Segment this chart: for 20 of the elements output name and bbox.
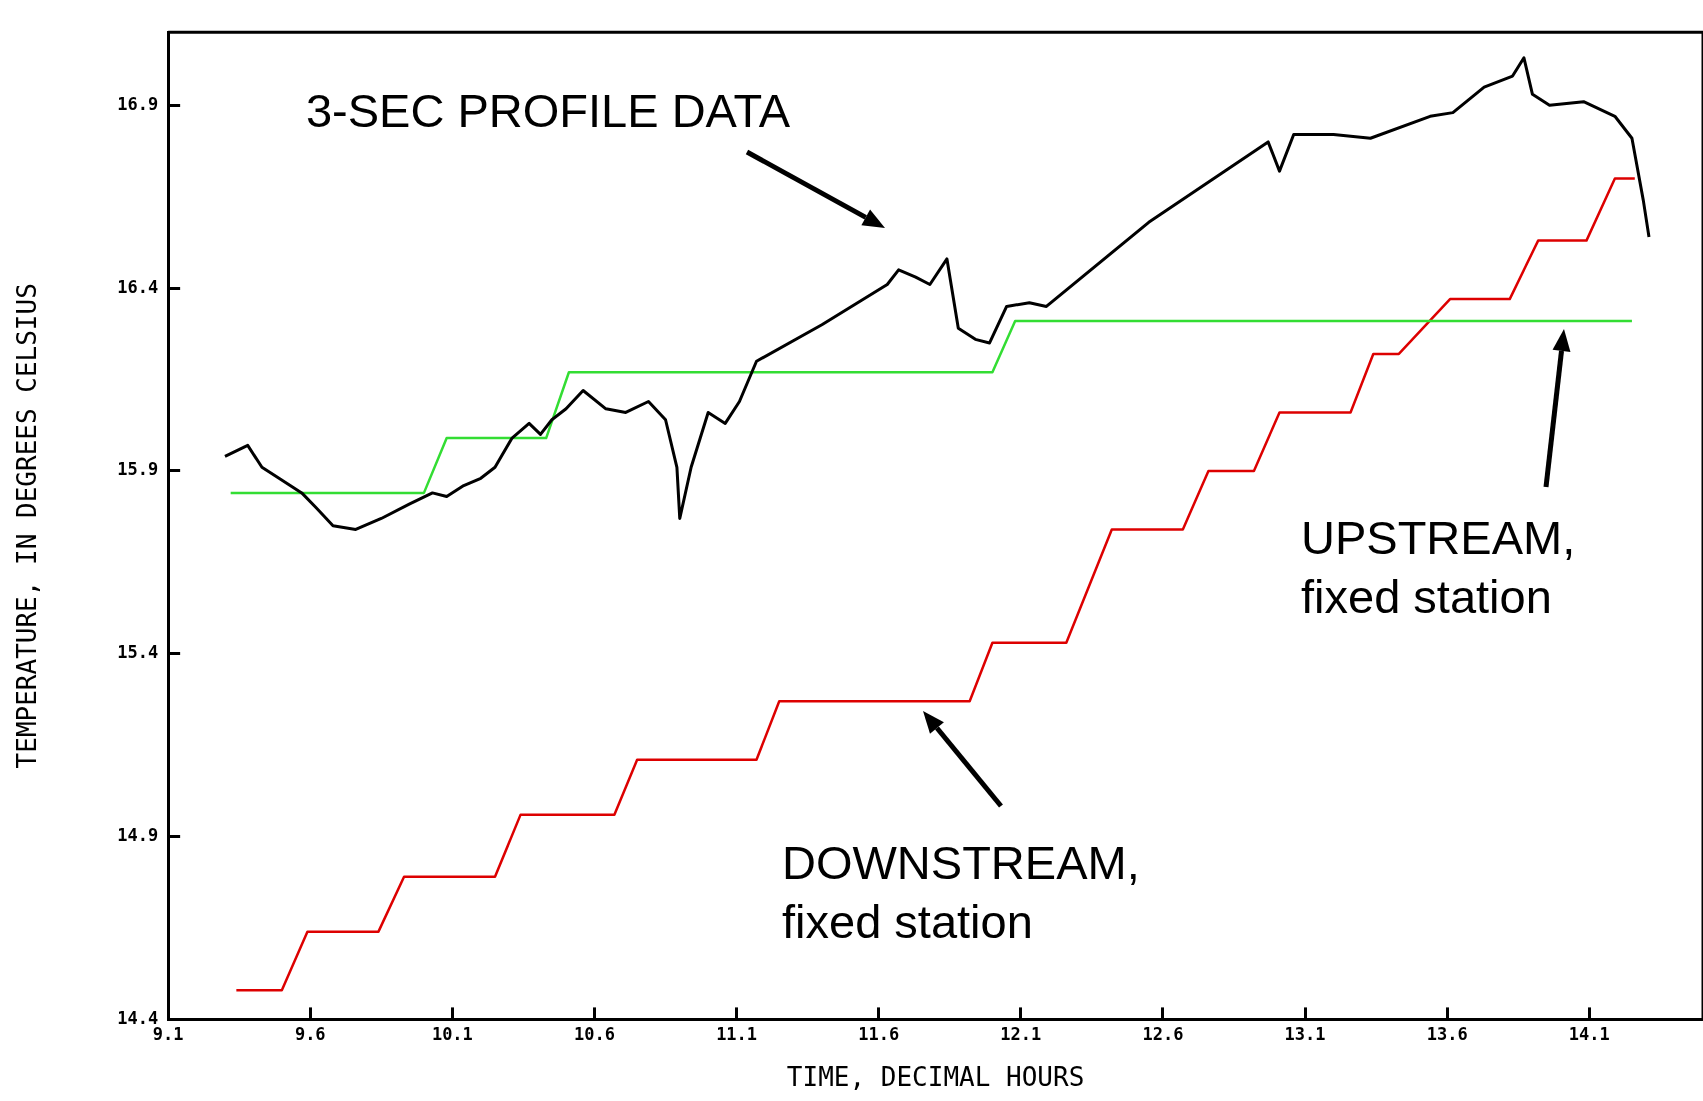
x-tick-label: 11.6 xyxy=(858,1024,900,1045)
x-tick-label: 14.1 xyxy=(1568,1024,1610,1045)
y-tick-label: 16.9 xyxy=(117,93,159,114)
x-tick-label: 13.6 xyxy=(1426,1024,1468,1045)
annotation: DOWNSTREAM, fixed station xyxy=(782,835,1140,948)
annotation: UPSTREAM, fixed station xyxy=(1301,510,1576,623)
y-tick-label: 14.9 xyxy=(117,825,159,846)
x-axis-title: TIME, DECIMAL HOURS xyxy=(786,1062,1085,1093)
x-tick-label: 10.6 xyxy=(574,1024,615,1045)
annotation: 3-SEC PROFILE DATA xyxy=(305,83,791,137)
y-axis-title: TEMPERATURE, IN DEGREES CELSIUS xyxy=(12,283,43,769)
x-tick-label: 11.1 xyxy=(716,1024,758,1045)
y-tick-label: 15.9 xyxy=(117,459,159,480)
x-tick-label: 12.6 xyxy=(1142,1024,1184,1045)
x-tick-label: 10.1 xyxy=(431,1024,473,1045)
x-tick-label: 9.6 xyxy=(294,1024,326,1045)
x-tick-label: 12.1 xyxy=(1000,1024,1042,1045)
y-tick-label: 15.4 xyxy=(117,642,159,663)
x-tick-label: 13.1 xyxy=(1284,1024,1326,1045)
y-tick-label: 16.4 xyxy=(117,276,159,297)
